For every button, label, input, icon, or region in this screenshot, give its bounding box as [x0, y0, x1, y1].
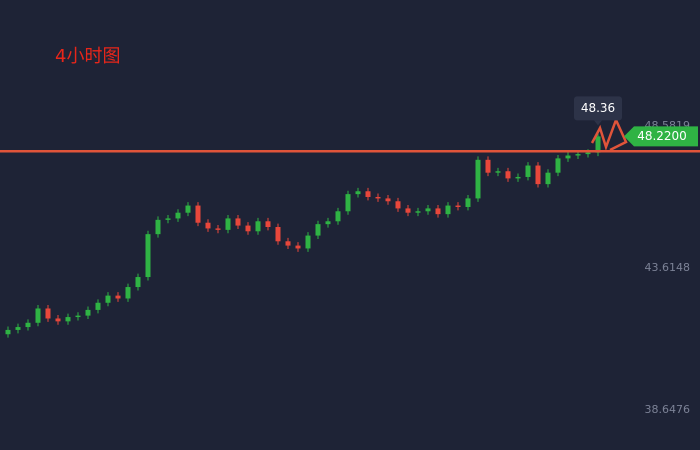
annotation-arrows	[590, 116, 628, 152]
candle-body	[15, 327, 21, 330]
candle-body	[575, 154, 581, 156]
candle-body	[505, 171, 511, 179]
candle-body	[515, 176, 521, 179]
candle-body	[55, 318, 61, 322]
candle-body	[105, 295, 111, 303]
candle-body	[195, 205, 201, 223]
candle-body	[465, 198, 471, 207]
candle-body	[265, 221, 271, 228]
price-tag-label: 48.2200	[637, 129, 687, 143]
candle-body	[435, 208, 441, 215]
tooltip-box	[574, 96, 622, 121]
candle-body	[425, 208, 431, 212]
tooltip-label: 48.36	[581, 101, 615, 115]
candle-body	[125, 287, 131, 299]
chart-title: 4小时图	[55, 46, 120, 67]
candle-body	[285, 241, 291, 246]
candle-body	[485, 159, 491, 173]
candle-body	[225, 218, 231, 230]
candle-body	[155, 219, 161, 235]
candle-body	[165, 218, 171, 220]
y-tick-label: 43.6148	[645, 261, 691, 274]
candle-body	[275, 227, 281, 242]
candle-body	[335, 211, 341, 222]
candle-body	[565, 155, 571, 159]
candle-body	[325, 221, 331, 225]
candle-body	[35, 308, 41, 323]
price-tag	[624, 126, 698, 147]
candle-body	[65, 317, 71, 322]
candle-body	[115, 295, 121, 299]
candle-body	[75, 315, 81, 318]
candle-body	[525, 165, 531, 177]
candle-body	[585, 152, 591, 155]
candle-body	[355, 191, 361, 195]
candle-body	[445, 205, 451, 215]
candle-body	[405, 208, 411, 213]
y-tick-label: 38.6476	[645, 403, 691, 416]
candle-body	[345, 194, 351, 212]
candle-body	[245, 225, 251, 232]
candle-body	[375, 196, 381, 199]
candle-body	[185, 205, 191, 213]
candle-body	[135, 277, 141, 288]
candle-body	[385, 198, 391, 202]
candle-body	[455, 205, 461, 207]
candle-body	[255, 221, 261, 232]
candle-body	[495, 171, 501, 173]
tooltip-pointer	[594, 120, 602, 126]
candle-body	[295, 245, 301, 249]
candle-body	[45, 308, 51, 319]
candle-body	[85, 309, 91, 316]
candle-body	[365, 191, 371, 197]
candle-body	[415, 211, 421, 213]
candle-body	[315, 224, 321, 236]
candle-body	[95, 302, 101, 310]
candle-body	[215, 228, 221, 230]
candle-body	[555, 158, 561, 173]
candle-body	[535, 165, 541, 185]
candle-body	[145, 234, 151, 278]
candle-body	[305, 235, 311, 249]
candle-body	[5, 329, 11, 335]
candle-body	[475, 159, 481, 199]
candle-body	[205, 222, 211, 229]
candle-body	[395, 201, 401, 209]
candle-body	[25, 322, 31, 328]
candle-body	[175, 212, 181, 219]
candle-body	[235, 218, 241, 226]
candle-body	[595, 136, 601, 153]
candle-body	[545, 172, 551, 185]
